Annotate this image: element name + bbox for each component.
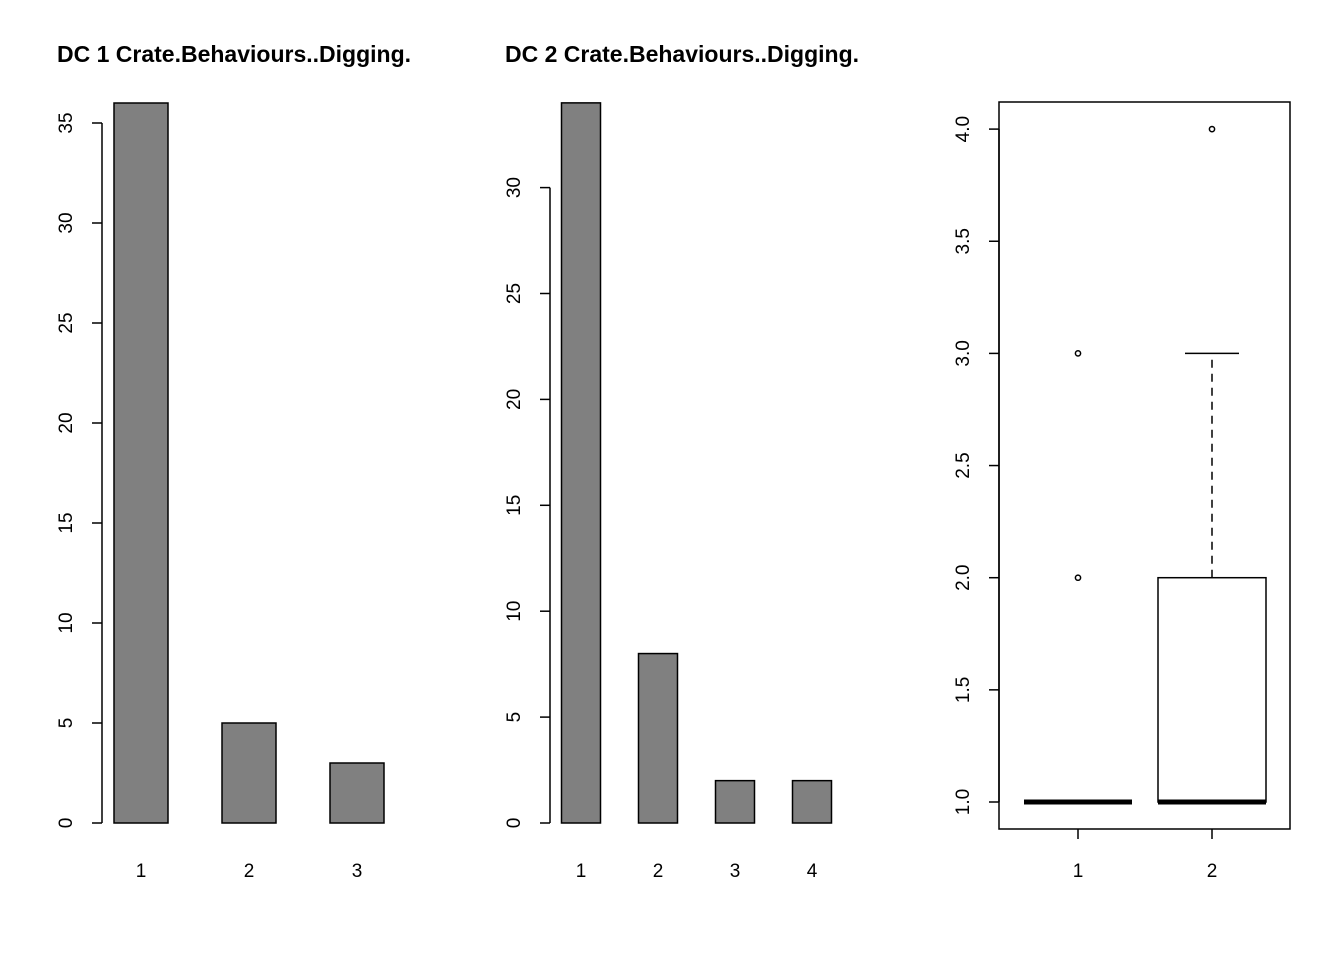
x-tick-label: 2 — [244, 861, 255, 882]
y-tick-label: 10 — [504, 601, 525, 622]
x-tick-label: 1 — [576, 861, 587, 882]
x-tick-label: 2 — [1207, 861, 1218, 882]
x-tick-label: 1 — [1073, 861, 1084, 882]
x-tick-label: 3 — [730, 861, 741, 882]
x-tick-label: 2 — [653, 861, 664, 882]
chart-title: DC 1 Crate.Behaviours..Digging. — [57, 41, 411, 67]
y-tick-label: 10 — [56, 612, 77, 633]
chart-title: DC 2 Crate.Behaviours..Digging. — [505, 41, 859, 67]
bar — [113, 102, 169, 824]
bar — [560, 102, 602, 824]
bar — [714, 779, 756, 824]
y-tick-label: 3.0 — [953, 340, 974, 366]
outlier-point — [1074, 574, 1082, 582]
bar — [791, 779, 833, 824]
box — [1157, 576, 1267, 803]
y-tick-label: 2.5 — [953, 452, 974, 478]
bar-chart-dc2: DC 2 Crate.Behaviours..Digging. 0 5 10 15 20… — [504, 41, 859, 882]
boxplot-chart: 1.0 1.5 2.0 2.5 3.0 3.5 4.0 1 2 — [953, 101, 1291, 882]
y-tick-label: 2.0 — [953, 564, 974, 590]
bar — [221, 722, 277, 824]
y-tick-label: 25 — [56, 312, 77, 333]
bar — [637, 652, 679, 824]
y-tick-label: 15 — [504, 495, 525, 516]
y-tick-label: 25 — [504, 283, 525, 304]
y-tick-label: 20 — [56, 412, 77, 433]
y-tick-label: 3.5 — [953, 228, 974, 254]
bar — [329, 762, 385, 824]
y-tick-label: 5 — [56, 718, 77, 729]
y-tick-label: 0 — [504, 818, 525, 829]
y-tick-label: 35 — [56, 112, 77, 133]
y-tick-label: 0 — [56, 818, 77, 829]
x-tick-label: 4 — [807, 861, 818, 882]
y-tick-label: 1.0 — [953, 789, 974, 815]
y-tick-label: 20 — [504, 389, 525, 410]
y-tick-label: 4.0 — [953, 116, 974, 142]
y-tick-label: 15 — [56, 512, 77, 533]
outlier-point — [1074, 350, 1082, 357]
y-tick-label: 5 — [504, 712, 525, 723]
y-tick-label: 1.5 — [953, 677, 974, 703]
x-tick-label: 3 — [352, 861, 363, 882]
outlier-point — [1208, 125, 1216, 133]
x-tick-label: 1 — [136, 861, 147, 882]
bar-chart-dc1: DC 1 Crate.Behaviours..Digging. 0 5 10 15 20… — [56, 41, 411, 882]
y-tick-label: 30 — [56, 212, 77, 233]
y-tick-label: 30 — [504, 177, 525, 198]
